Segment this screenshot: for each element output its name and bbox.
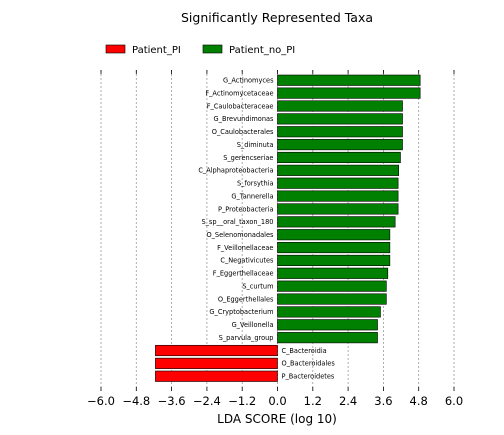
bar xyxy=(277,319,378,331)
bar xyxy=(277,151,401,164)
x-tick-label: 3.6 xyxy=(374,394,392,408)
legend: Patient_PI Patient_no_PI xyxy=(105,44,295,56)
bar-label: G_Actinomyces xyxy=(223,77,274,85)
bar-label: O_Selenomonadales xyxy=(206,231,274,239)
x-tick-label: −3.6 xyxy=(158,394,186,408)
x-axis: −6.0 −4.8 −3.6 −2.4 −1.2 0.0 1.2 2.4 3.6 4.8 6.0 xyxy=(87,70,463,408)
bar-label: P_Bacteroidetes xyxy=(282,373,335,381)
bar xyxy=(155,357,278,369)
bar xyxy=(277,74,421,86)
x-tick-label: 6.0 xyxy=(445,394,463,408)
bar xyxy=(277,280,387,292)
bar-label: C_Negativicutes xyxy=(220,257,274,265)
bar xyxy=(277,242,391,254)
x-tick-label: −4.8 xyxy=(122,394,150,408)
bar xyxy=(277,100,403,112)
x-tick-label: −2.4 xyxy=(193,394,221,408)
bar xyxy=(277,332,378,344)
x-tick-label: 4.8 xyxy=(410,394,428,408)
legend-swatch-patient-no-pi xyxy=(202,44,223,54)
bar xyxy=(277,87,421,99)
bar-labels: G_Actinomyces F_Actinomycetaceae F_Cauloba… xyxy=(198,77,335,381)
bar xyxy=(277,177,399,189)
bar-label: O_Bacteroidales xyxy=(282,360,336,368)
bar-label: S_diminuta xyxy=(237,141,274,149)
bar-label: G_Brevundimonas xyxy=(214,115,275,123)
bar-label: G_Cryptobacterium xyxy=(209,308,273,316)
bar xyxy=(277,203,399,215)
bar xyxy=(277,254,391,266)
bar xyxy=(155,344,278,357)
bar-label: O_Caulobacterales xyxy=(212,128,274,136)
x-axis-label: LDA SCORE (log 10) xyxy=(217,412,337,426)
chart-title: Significantly Represented Taxa xyxy=(181,10,373,25)
bar xyxy=(277,164,399,176)
bar xyxy=(277,267,389,279)
bar xyxy=(277,229,391,241)
bar-label: S_sp__oral_taxon_180 xyxy=(201,218,273,226)
bar xyxy=(277,139,403,151)
bar-label: F_Actinomycetaceae xyxy=(205,89,273,97)
x-tick-label: −6.0 xyxy=(87,394,115,408)
legend-swatch-patient-pi xyxy=(105,44,126,54)
x-tick-label: 2.4 xyxy=(339,394,357,408)
bar-label: C_Alphaproteobacteria xyxy=(198,167,273,175)
bar xyxy=(277,293,387,305)
legend-label-patient-no-pi: Patient_no_PI xyxy=(229,45,295,56)
bar-label: O_Eggerthellales xyxy=(218,295,274,303)
x-tick-label: −1.2 xyxy=(228,394,256,408)
bar-label: F_Eggerthellaceae xyxy=(213,270,274,278)
bar-label: F_Caulobacteraceae xyxy=(207,102,274,110)
bar-label: S_forsythia xyxy=(237,180,274,188)
bar xyxy=(277,126,403,138)
bar-label: C_Bacteroidia xyxy=(282,347,327,355)
bar xyxy=(277,306,381,318)
bar-label: P_Proteobacteria xyxy=(218,205,274,213)
bar-label: G_Veillonella xyxy=(232,321,274,329)
bar xyxy=(277,113,403,125)
legend-label-patient-pi: Patient_PI xyxy=(132,45,181,56)
bar xyxy=(277,190,399,202)
bars xyxy=(155,74,421,382)
x-tick-label: 1.2 xyxy=(304,394,322,408)
bar xyxy=(155,370,278,382)
bar-label: S_gerencseriae xyxy=(223,154,273,162)
bar xyxy=(277,216,396,228)
bar-label: S_curtum xyxy=(242,282,273,290)
bar-label: F_Veillonellaceae xyxy=(217,244,273,252)
x-tick-label: 0.0 xyxy=(268,394,286,408)
bar-label: G_Tannerella xyxy=(231,192,273,200)
bar-label: S_parvula_group xyxy=(219,334,274,342)
